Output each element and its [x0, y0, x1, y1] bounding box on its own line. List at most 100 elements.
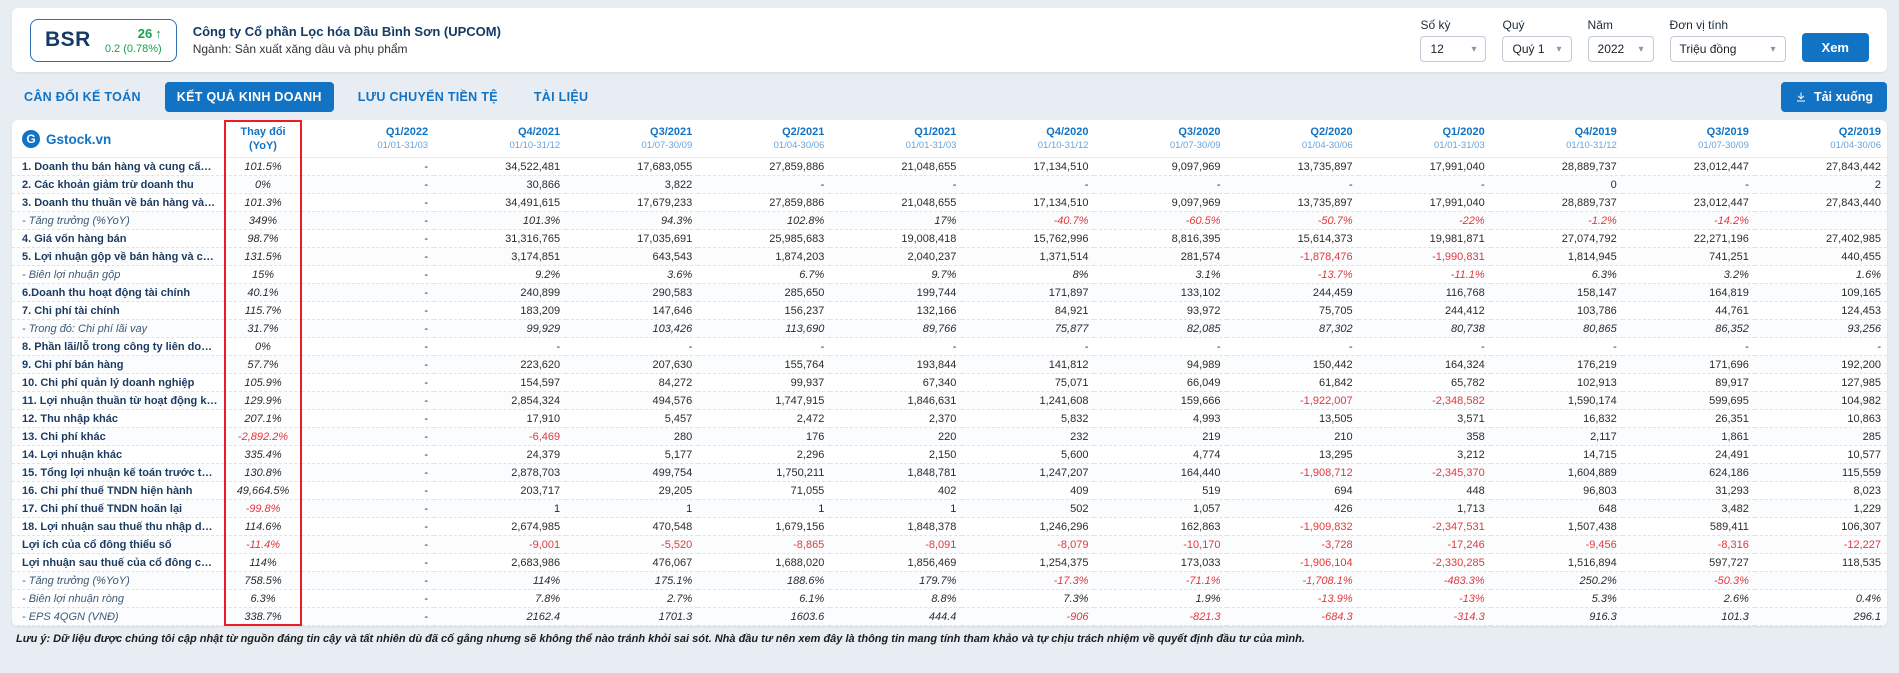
data-cell: -17.3% [962, 571, 1095, 590]
table-row: 1. Doanh thu bán hàng và cung cấp dịch v… [12, 157, 1887, 176]
data-cell: - [302, 337, 435, 356]
table-row: - Trong đó: Chi phí lãi vay 31.7% -99,929 1… [12, 319, 1887, 338]
data-cell: 223,620 [434, 355, 567, 374]
tab-luu-chuyen-tien-te[interactable]: LƯU CHUYỂN TIỀN TỆ [357, 90, 498, 104]
data-cell: 17,683,055 [566, 157, 699, 176]
yoy-cell: -2,892.2% [224, 427, 302, 446]
filter-select-don-vi-tinh[interactable]: Triệu đồng ▾ [1669, 36, 1786, 62]
row-label: 17. Chi phí thuế TNDN hoãn lại [12, 499, 224, 518]
data-cell: -1,878,476 [1226, 247, 1359, 266]
download-label: Tải xuống [1813, 90, 1873, 104]
data-cell: -12,227 [1754, 535, 1887, 554]
data-cell: 106,307 [1754, 517, 1887, 536]
download-button[interactable]: Tải xuống [1780, 82, 1887, 112]
data-cell: 1,848,781 [830, 463, 963, 482]
row-label: 3. Doanh thu thuần về bán hàng và cung c… [12, 193, 224, 212]
view-button[interactable]: Xem [1801, 33, 1869, 62]
data-cell: 3,174,851 [434, 247, 567, 266]
chevron-down-icon: ▾ [1638, 43, 1644, 55]
row-label: 14. Lợi nhuận khác [12, 445, 224, 464]
data-cell: 75,705 [1226, 301, 1359, 320]
data-cell: 285,650 [698, 283, 831, 302]
data-cell: -1,906,104 [1226, 553, 1359, 572]
filter-select-so-ky[interactable]: 12 ▾ [1420, 36, 1487, 62]
data-cell: 154,597 [434, 373, 567, 392]
yoy-cell: 31.7% [224, 319, 302, 338]
data-cell: -60.5% [1094, 211, 1227, 230]
tab-bar: CÂN ĐỐI KẾ TOÁN KẾT QUẢ KINH DOANH LƯU CHU… [12, 82, 1887, 112]
chevron-down-icon: ▾ [1556, 43, 1562, 55]
data-cell: 1,874,203 [698, 247, 831, 266]
data-cell: - [302, 391, 435, 410]
column-header-Q4-2019: Q4/2019 01/10-31/12 [1490, 120, 1623, 158]
data-cell: -2,348,582 [1358, 391, 1491, 410]
data-cell: 164,440 [1094, 463, 1227, 482]
data-cell: 2 [1754, 175, 1887, 194]
price-value: 26 [137, 25, 153, 41]
data-cell: 17,991,040 [1358, 157, 1491, 176]
data-cell: 8% [962, 265, 1095, 284]
tabs: CÂN ĐỐI KẾ TOÁN KẾT QUẢ KINH DOANH LƯU CHU… [12, 82, 600, 112]
column-header-Q1-2022: Q1/2022 01/01-31/03 [302, 120, 435, 158]
filter-label-don-vi-tinh: Đơn vị tính [1669, 18, 1729, 32]
data-cell: 19,981,871 [1358, 229, 1491, 248]
data-cell: 17,134,510 [962, 157, 1095, 176]
yoy-cell: 758.5% [224, 571, 302, 590]
data-cell: 1,750,211 [698, 463, 831, 482]
data-cell: 1,688,020 [698, 553, 831, 572]
up-arrow-icon: ↑ [155, 25, 162, 41]
data-cell: -821.3 [1094, 607, 1227, 626]
filter-select-nam[interactable]: 2022 ▾ [1587, 36, 1654, 62]
table-row: - Tăng trưởng (%YoY) 349% -101.3% 94.3% 102.… [12, 211, 1887, 230]
tab-tai-lieu[interactable]: TÀI LIỆU [533, 90, 589, 104]
row-label: 18. Lợi nhuận sau thuế thu nhập doanh ng… [12, 517, 224, 536]
table-row: 8. Phần lãi/lỗ trong công ty liên doanh,… [12, 337, 1887, 356]
data-cell: 409 [962, 481, 1095, 500]
data-cell: 164,819 [1622, 283, 1755, 302]
filter-select-quy[interactable]: Quý 1 ▾ [1502, 36, 1572, 62]
tab-ket-qua-kinh-doanh[interactable]: KẾT QUẢ KINH DOANH [164, 82, 334, 112]
data-cell: 71,055 [698, 481, 831, 500]
data-cell: 10,577 [1754, 445, 1887, 464]
data-cell: 1,507,438 [1490, 517, 1623, 536]
data-cell: 694 [1226, 481, 1359, 500]
data-cell: 158,147 [1490, 283, 1623, 302]
data-cell: 80,738 [1358, 319, 1491, 338]
data-cell: -22% [1358, 211, 1491, 230]
data-cell: 24,491 [1622, 445, 1755, 464]
yoy-cell: 15% [224, 265, 302, 284]
yoy-cell: 338.7% [224, 607, 302, 626]
data-cell: 162,863 [1094, 517, 1227, 536]
table-card: G Gstock.vn Thay đổi (YoY) Q1/2022 01/01-31/0… [12, 120, 1887, 626]
price-change: 0.2 (0.78%) [104, 42, 162, 55]
data-cell: -1,909,832 [1226, 517, 1359, 536]
data-cell: 3,822 [566, 175, 699, 194]
data-cell: -8,079 [962, 535, 1095, 554]
filter-value-don-vi-tinh: Triệu đồng [1679, 42, 1737, 56]
data-cell: 8,023 [1754, 481, 1887, 500]
data-cell: - [302, 373, 435, 392]
data-cell: -9,001 [434, 535, 567, 554]
data-cell: 30,866 [434, 175, 567, 194]
data-cell: -17,246 [1358, 535, 1491, 554]
data-cell: 599,695 [1622, 391, 1755, 410]
filter-label-so-ky: Số kỳ [1420, 18, 1451, 32]
data-cell: 34,491,615 [434, 193, 567, 212]
data-cell: 89,917 [1622, 373, 1755, 392]
data-cell: 27,074,792 [1490, 229, 1623, 248]
table-row: 15. Tổng lợi nhuận kế toán trước thuế 130… [12, 463, 1887, 482]
tab-can-doi-ke-toan[interactable]: CÂN ĐỐI KẾ TOÁN [24, 90, 141, 104]
data-cell: -1,908,712 [1226, 463, 1359, 482]
data-cell: - [302, 319, 435, 338]
yoy-cell: 6.3% [224, 589, 302, 608]
data-cell: - [1094, 337, 1227, 356]
data-cell: - [302, 409, 435, 428]
data-cell: 164,324 [1358, 355, 1491, 374]
data-cell: 5,832 [962, 409, 1095, 428]
data-cell: -1.2% [1490, 211, 1623, 230]
table-brand-cell: G Gstock.vn [12, 120, 224, 158]
yoy-cell: -99.8% [224, 499, 302, 518]
data-cell: -50.7% [1226, 211, 1359, 230]
yoy-cell: 349% [224, 211, 302, 230]
data-cell: -2,345,370 [1358, 463, 1491, 482]
